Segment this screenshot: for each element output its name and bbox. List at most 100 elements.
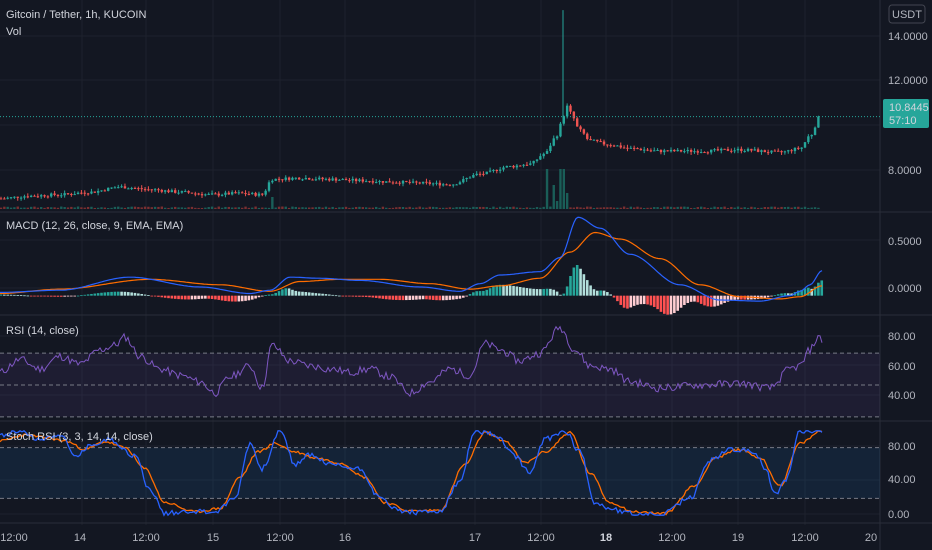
volume-bar	[411, 207, 415, 209]
macd-histogram-bar	[693, 295, 696, 302]
candle-body	[214, 193, 217, 195]
macd-histogram-bar	[261, 295, 264, 297]
macd-histogram-bar	[726, 295, 730, 302]
x-tick: 20	[865, 532, 877, 544]
macd-histogram-bar	[498, 284, 502, 296]
macd-histogram-bar	[817, 282, 820, 296]
candle-body	[565, 105, 569, 117]
macd-histogram-bar	[451, 295, 455, 300]
volume-bar	[609, 207, 612, 209]
x-tick: 18	[600, 532, 612, 544]
volume-bar	[643, 207, 646, 209]
volume-bar	[348, 207, 351, 209]
candle-body	[793, 147, 797, 152]
volume-bar	[391, 207, 395, 209]
macd-histogram-bar	[80, 295, 83, 297]
macd-histogram-bar	[780, 293, 783, 296]
volume-bar	[435, 207, 438, 209]
macd-histogram-bar	[612, 295, 616, 298]
macd-histogram-bar	[351, 295, 355, 297]
volume-bar	[693, 207, 696, 209]
volume-bar	[388, 207, 391, 209]
candle-body	[800, 147, 803, 149]
volume-bar	[341, 207, 344, 209]
candle-body	[726, 149, 730, 151]
volume-bar	[281, 206, 284, 209]
x-tick: 17	[469, 532, 481, 544]
macd-histogram-bar	[36, 295, 40, 297]
candle-body	[750, 148, 753, 151]
macd-histogram-bar	[723, 295, 726, 303]
volume-bar	[287, 207, 291, 209]
currency-button[interactable]: USDT	[888, 4, 926, 24]
macd-histogram-bar	[70, 295, 73, 297]
macd-histogram-bar	[713, 295, 716, 307]
volume-bar	[569, 207, 572, 209]
macd-histogram-bar	[187, 295, 190, 300]
macd-histogram-bar	[0, 294, 3, 296]
volume-bar	[736, 206, 740, 209]
candle-body	[411, 181, 415, 183]
volume-bar	[679, 206, 683, 209]
volume-bar	[284, 206, 287, 209]
candle-body	[107, 187, 110, 191]
candle-body	[254, 192, 257, 196]
candle-body	[180, 191, 184, 193]
candle-body	[133, 187, 137, 189]
macd-histogram-bar	[368, 295, 371, 298]
macd-histogram-bar	[699, 295, 703, 304]
macd-histogram-bar	[86, 294, 90, 296]
candle-body	[184, 191, 187, 193]
macd-histogram-bar	[381, 295, 385, 299]
stoch-band	[0, 447, 880, 499]
macd-histogram-bar	[398, 295, 401, 301]
volume-bar	[214, 207, 217, 209]
volume-bar	[522, 207, 525, 209]
volume-bar	[616, 207, 619, 209]
macd-histogram-bar	[284, 288, 288, 296]
macd-histogram-bar	[167, 295, 170, 299]
volume-bar	[267, 207, 271, 209]
candle-body	[197, 193, 200, 195]
macd-histogram-bar	[666, 295, 669, 315]
candle-body	[60, 195, 63, 197]
volume-bar	[277, 206, 281, 209]
volume-bar	[26, 207, 29, 209]
candle-body	[318, 177, 321, 180]
candle-body	[532, 160, 535, 164]
candle-body	[746, 148, 750, 151]
macd-histogram-bar	[23, 295, 26, 297]
volume-bar	[562, 169, 565, 209]
volume-bar	[96, 207, 100, 209]
macd-histogram-bar	[287, 288, 291, 296]
candle-body	[810, 134, 813, 137]
volume-bar	[629, 206, 632, 209]
macd-histogram-bar	[314, 293, 318, 296]
volume-bar	[395, 207, 398, 209]
volume-bar	[716, 207, 720, 209]
x-tick: 12:00	[132, 532, 160, 544]
volume-bar	[669, 206, 673, 209]
volume-bar	[207, 207, 210, 209]
macd-histogram-bar	[475, 291, 478, 296]
volume-bar	[398, 206, 401, 209]
candle-body	[247, 193, 251, 195]
volume-bar	[237, 207, 241, 209]
candle-body	[673, 149, 676, 152]
macd-histogram-bar	[83, 294, 87, 296]
stoch-tick: 40.00	[888, 474, 916, 486]
volume-bar	[261, 207, 264, 209]
candle-body	[224, 192, 227, 195]
volume-bar	[110, 207, 113, 209]
volume-bar	[241, 207, 244, 209]
volume-bar	[257, 207, 261, 209]
candle-body	[277, 178, 281, 180]
macd-histogram-bar	[622, 295, 626, 308]
macd-histogram-bar	[240, 295, 244, 302]
volume-bar	[415, 207, 418, 209]
volume-bar	[294, 206, 297, 209]
volume-bar	[338, 207, 341, 209]
candle-body	[515, 165, 519, 168]
